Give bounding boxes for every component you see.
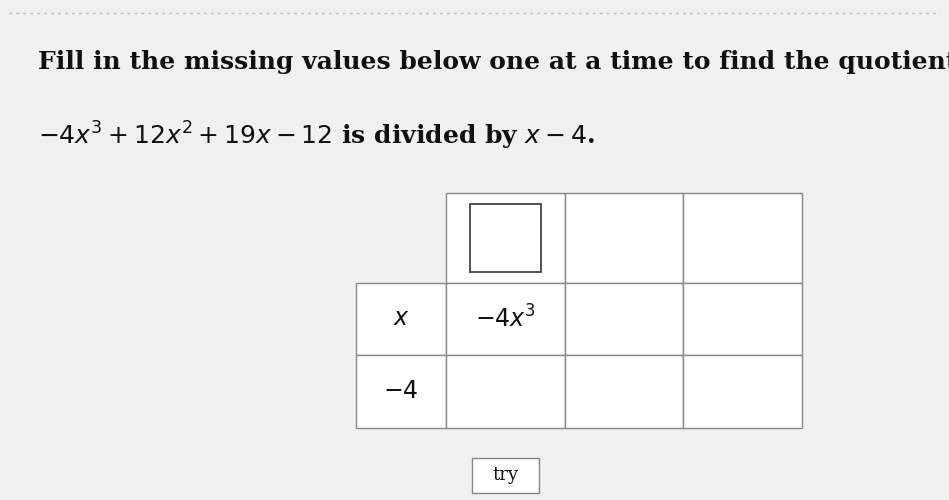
Text: $-4x^3 + 12x^2 + 19x - 12$ is divided by $x - 4$.: $-4x^3 + 12x^2 + 19x - 12$ is divided by… xyxy=(38,120,595,152)
Text: $-4$: $-4$ xyxy=(383,380,419,403)
Bar xyxy=(565,192,683,282)
Bar xyxy=(472,458,538,492)
Bar xyxy=(356,282,446,355)
Bar xyxy=(446,192,565,282)
Text: $-4x^3$: $-4x^3$ xyxy=(474,305,536,332)
Bar xyxy=(446,355,565,428)
Bar xyxy=(470,204,541,272)
Text: try: try xyxy=(493,466,518,484)
Bar xyxy=(565,282,683,355)
Bar xyxy=(683,282,802,355)
Bar xyxy=(565,355,683,428)
Bar xyxy=(446,282,565,355)
Bar xyxy=(356,355,446,428)
Text: Fill in the missing values below one at a time to find the quotient when: Fill in the missing values below one at … xyxy=(38,50,949,74)
Text: $x$: $x$ xyxy=(393,307,409,330)
Bar xyxy=(683,192,802,282)
Bar xyxy=(683,355,802,428)
